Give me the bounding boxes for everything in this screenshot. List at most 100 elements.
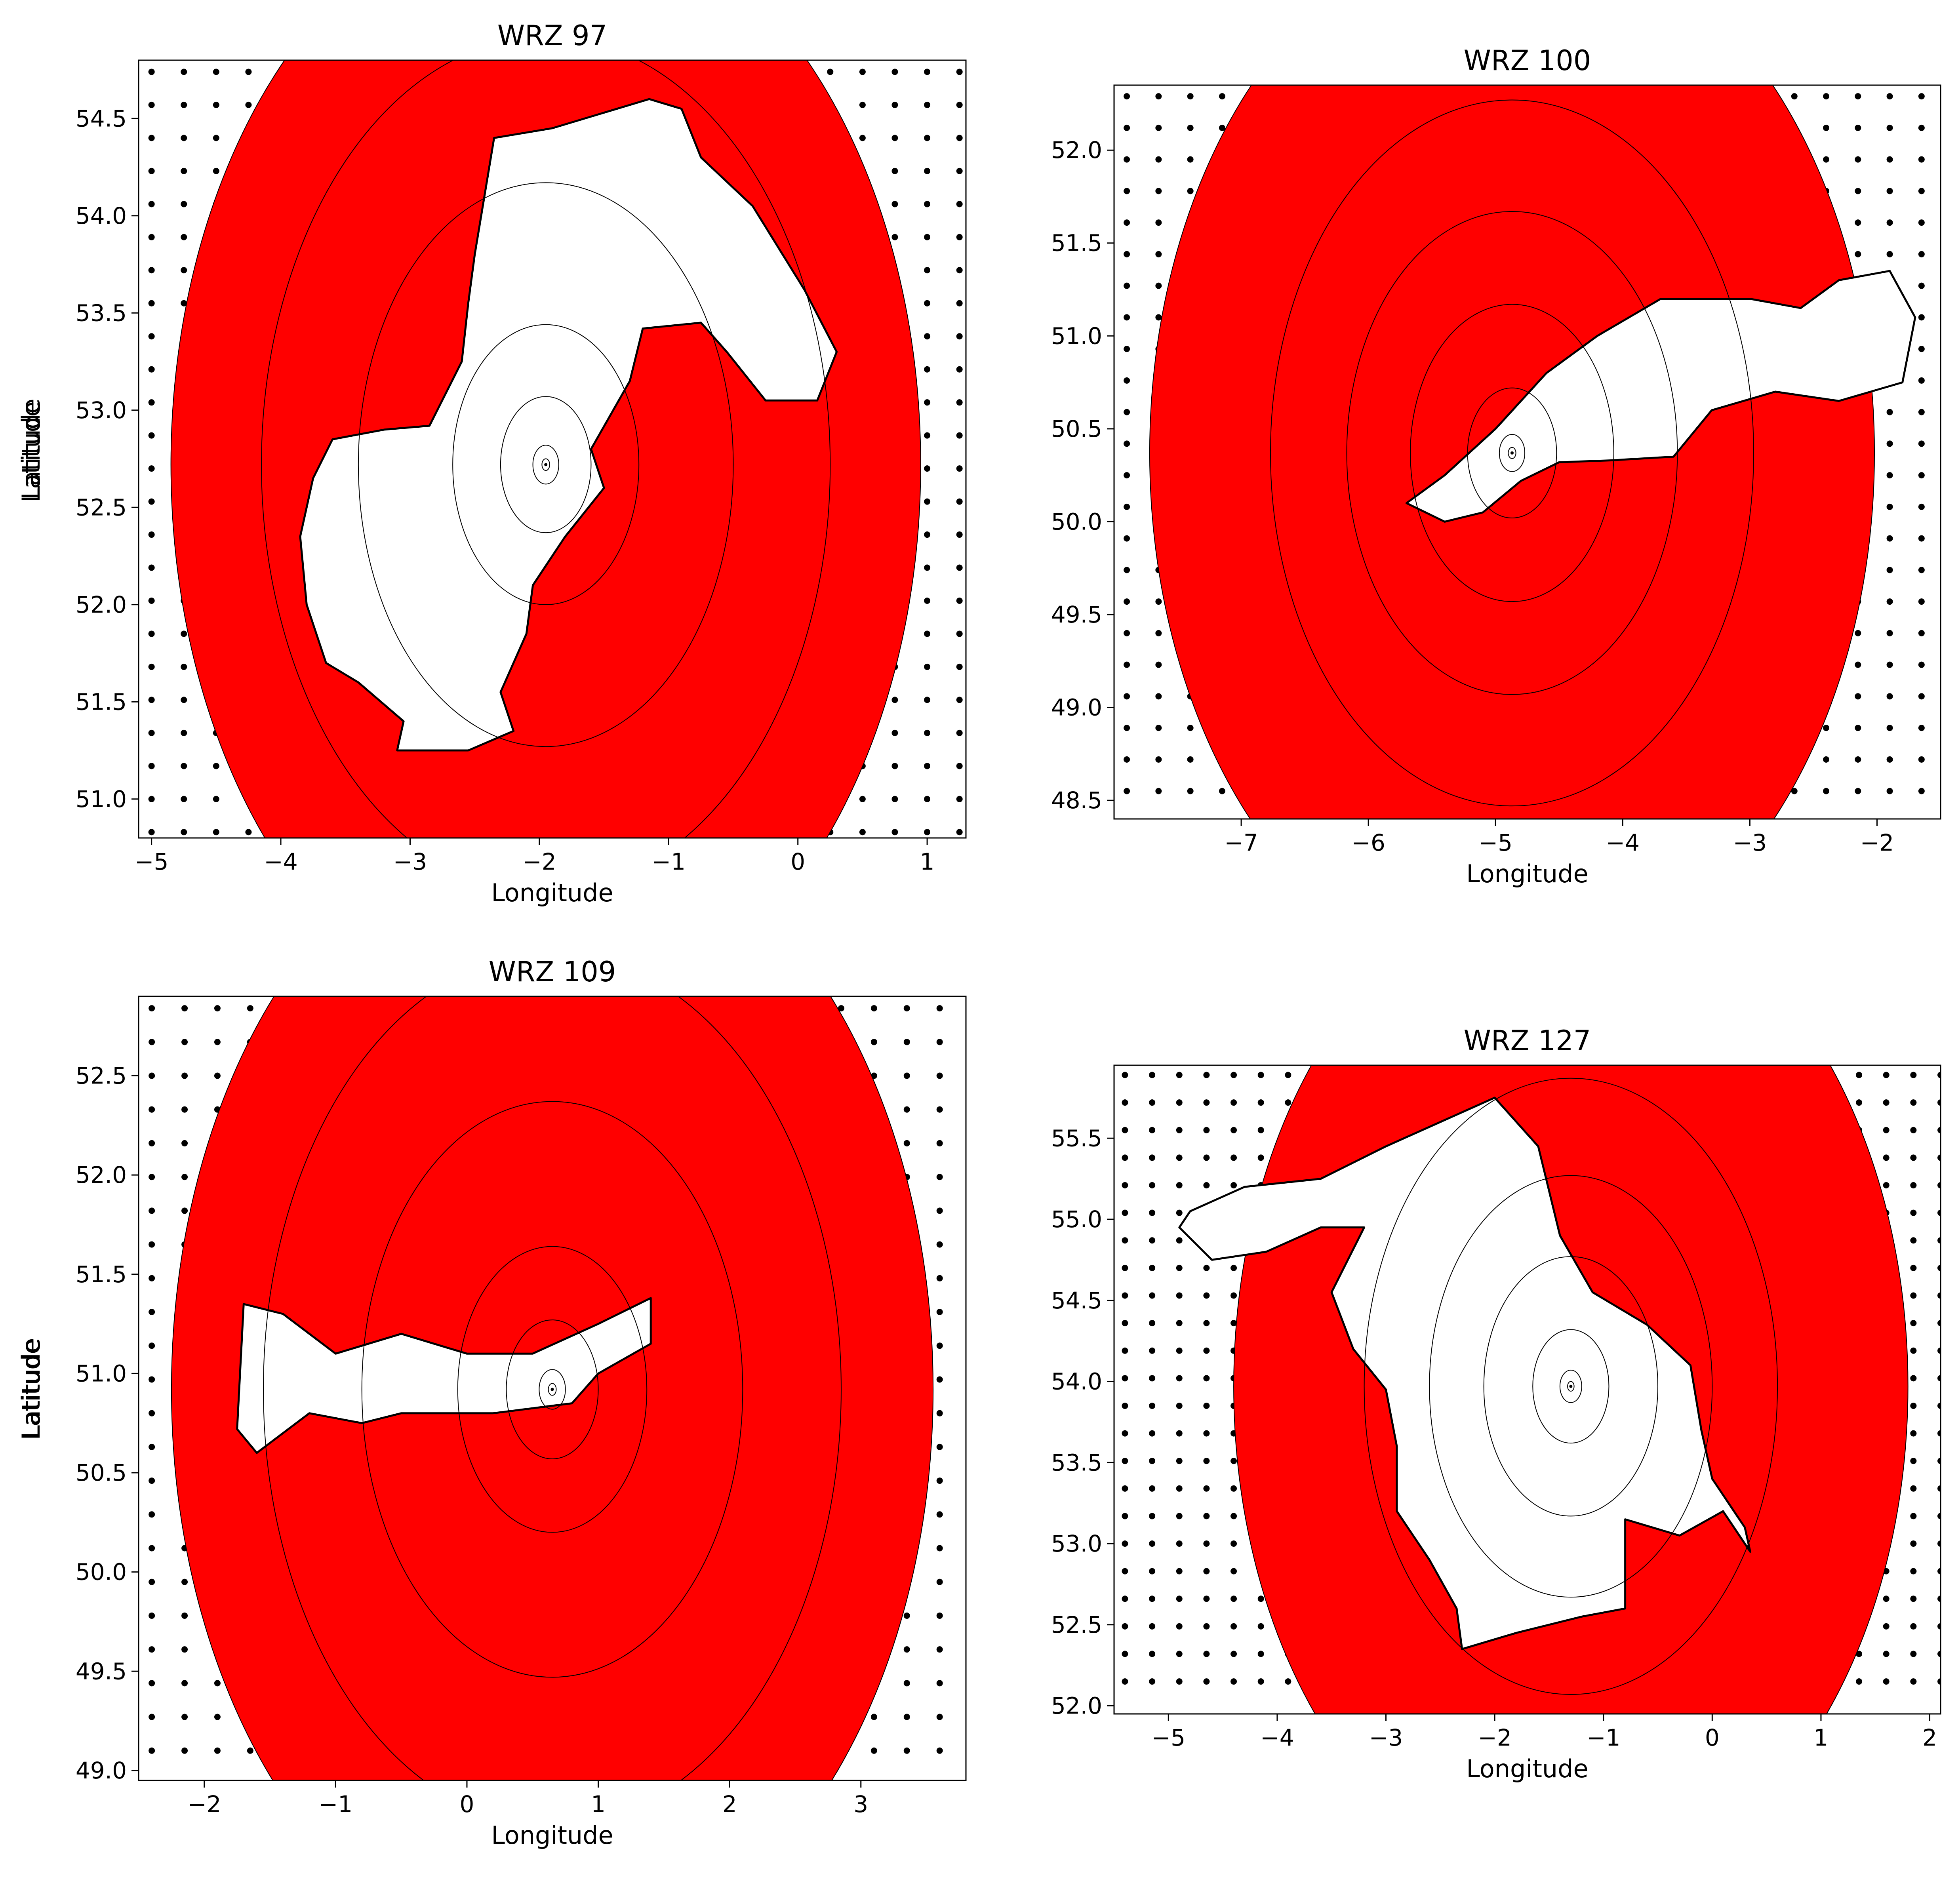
grid-point (1937, 1430, 1941, 1437)
grid-point (1937, 1209, 1941, 1216)
grid-point (1910, 1292, 1917, 1299)
grid-point (181, 1140, 188, 1146)
grid-point (313, 1781, 319, 1788)
grid-point (1124, 440, 1130, 447)
grid-point (1203, 1513, 1210, 1519)
grid-point (1176, 1568, 1183, 1575)
grid-point (181, 1781, 188, 1788)
y-tick-label: 48.5 (1051, 787, 1102, 814)
grid-point (903, 1072, 910, 1079)
grid-point (245, 101, 252, 108)
map-panel-1: −5 −4 −3 −2 −1 0 1 51.0 51.5 52.0 52.5 53.0 53.5 54.0… (17, 19, 967, 907)
y-tick-label: 52.0 (76, 591, 127, 618)
grid-point (1176, 1623, 1183, 1630)
y-tick-label: 51.5 (76, 1261, 127, 1288)
grid-point (149, 1714, 155, 1720)
grid-point (1149, 1154, 1156, 1161)
grid-point (871, 1781, 877, 1788)
grid-point (891, 101, 898, 108)
x-tick-label: 0 (460, 1791, 474, 1818)
grid-point (1855, 756, 1861, 763)
axes-frame (138, 996, 967, 1781)
grid-point (1176, 1127, 1183, 1133)
distance-ring (1410, 304, 1614, 602)
grid-point (213, 829, 219, 836)
y-tick-label: 54.5 (76, 105, 127, 132)
distance-ring (263, 996, 842, 1780)
grid-point (608, 1781, 615, 1788)
grid-point (641, 1781, 648, 1788)
y-tick-label: 51.0 (1051, 322, 1102, 349)
grid-point (149, 1578, 155, 1585)
grid-point (1937, 1485, 1941, 1492)
grid-point (956, 630, 963, 637)
grid-point (1230, 1568, 1237, 1575)
grid-point (1155, 756, 1162, 763)
grid-point (149, 1477, 155, 1484)
grid-point (838, 1005, 844, 1012)
grid-point (149, 1342, 155, 1349)
x-axis-label: Longitude (491, 878, 613, 907)
grid-point (1124, 377, 1130, 384)
grid-point (956, 69, 963, 75)
grid-point (214, 1747, 221, 1754)
grid-point (575, 1781, 582, 1788)
grid-point (1230, 1596, 1237, 1602)
grid-point (181, 1680, 188, 1687)
grid-point (1203, 1596, 1210, 1602)
grid-point (956, 564, 963, 571)
y-tick-label: 49.0 (76, 1757, 127, 1784)
grid-point (891, 729, 898, 736)
grid-point (1155, 188, 1162, 194)
grid-point (1230, 1182, 1237, 1189)
grid-point (1203, 1458, 1210, 1464)
x-axis-label: Longitude (1466, 1754, 1588, 1783)
grid-point (1187, 188, 1194, 194)
grid-point (936, 1578, 943, 1585)
grid-point (1230, 1485, 1237, 1492)
grid-point (1230, 1458, 1237, 1464)
grid-point (956, 729, 963, 736)
grid-point (1155, 219, 1162, 226)
grid-point (181, 1612, 188, 1619)
grid-point (1149, 1651, 1156, 1657)
grid-point (1155, 693, 1162, 700)
distance-ring (1429, 1175, 1713, 1598)
grid-point (936, 1039, 943, 1045)
grid-point (1937, 1623, 1941, 1630)
x-tick-label: −1 (1587, 1724, 1621, 1751)
grid-point (936, 1376, 943, 1383)
x-tick-label: 1 (1813, 1724, 1828, 1751)
grid-point (739, 1781, 746, 1788)
grid-point (1883, 1678, 1890, 1685)
grid-point (1910, 1237, 1917, 1244)
grid-point (924, 432, 931, 439)
grid-point (1855, 661, 1861, 668)
grid-point (1937, 1596, 1941, 1602)
grid-point (1122, 1485, 1128, 1492)
grid-point (1937, 1568, 1941, 1575)
grid-point (1124, 756, 1130, 763)
grid-point (903, 1106, 910, 1113)
grid-point (1149, 1596, 1156, 1602)
grid-point (1856, 1099, 1863, 1106)
x-tick-label: −2 (522, 848, 556, 875)
x-tick-label: 3 (853, 1791, 868, 1818)
x-tick-label: −2 (187, 1791, 221, 1818)
x-tick-label: −1 (319, 1791, 353, 1818)
grid-point (924, 564, 931, 571)
grid-point (956, 234, 963, 240)
grid-point (903, 1612, 910, 1619)
y-tick-label: 55.0 (1051, 1206, 1102, 1233)
grid-point (1149, 1182, 1156, 1189)
grid-point (1918, 630, 1925, 636)
zone-centroid (1569, 1384, 1573, 1388)
grid-point (891, 168, 898, 174)
grid-point (1910, 1513, 1917, 1519)
grid-point (181, 201, 187, 208)
grid-point (1149, 1513, 1156, 1519)
grid-point (1122, 1182, 1128, 1189)
grid-point (181, 1106, 188, 1113)
distance-ring (506, 1319, 599, 1459)
